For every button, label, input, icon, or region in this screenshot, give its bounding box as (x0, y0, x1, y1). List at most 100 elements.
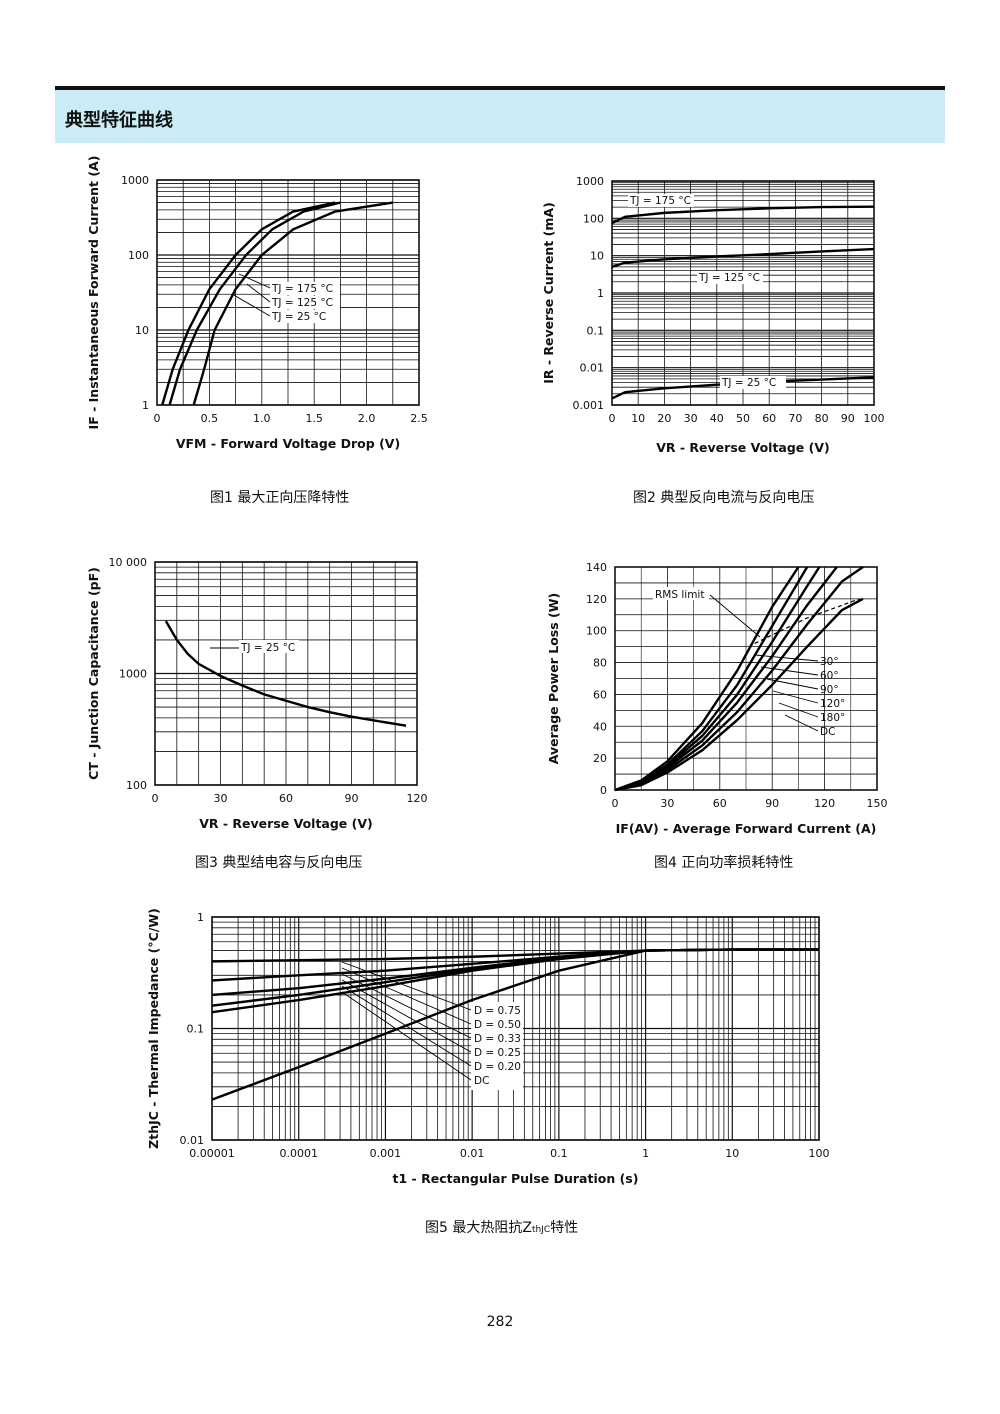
header-rule (55, 86, 945, 90)
fig3-annotation: TJ = 25 °C (240, 642, 295, 654)
fig2-xtick-label: 100 (864, 412, 885, 425)
fig3-y-axis-label: CT - Junction Capacitance (pF) (86, 567, 101, 780)
fig4-annotation: 120° (820, 698, 845, 710)
fig2-xtick-label: 90 (841, 412, 855, 425)
fig2-annotation-bg (720, 376, 786, 389)
fig2-xtick-label: 40 (710, 412, 724, 425)
fig2-ytick-label: 1000 (576, 175, 604, 188)
fig2-y-axis-label: IR - Reverse Current (mA) (541, 202, 556, 384)
fig5-caption: 图5 最大热阻抗ZthJC特性 (425, 1217, 578, 1237)
fig5-xtick-label: 10 (725, 1147, 739, 1160)
fig2-annotation: TJ = 175 °C (629, 195, 691, 207)
fig5-annotation: D = 0.50 (474, 1019, 521, 1031)
fig1-xtick-label: 2.0 (358, 412, 376, 425)
fig2-xtick-label: 10 (631, 412, 645, 425)
fig5-leader-line (341, 991, 472, 1081)
fig2-annotation-bg (628, 194, 694, 207)
fig4-ytick-label: 0 (600, 784, 607, 797)
fig5-xtick-label: 1 (642, 1147, 649, 1160)
fig1-annotation-bg (270, 282, 340, 295)
fig4-frame (614, 566, 878, 791)
fig1-annotation: TJ = 175 °C (271, 283, 333, 295)
fig1-annotation: TJ = 25 °C (271, 311, 326, 323)
fig4-annotation: 90° (820, 684, 839, 696)
fig5-y-axis-label: ZthJC - Thermal Impedance (°C/W) (146, 908, 161, 1149)
fig1-annotation: TJ = 125 °C (271, 297, 333, 309)
fig4-leader-line (784, 714, 819, 732)
fig1-ytick-label: 1 (142, 399, 149, 412)
fig4-annotation: DC (820, 726, 835, 738)
fig5-annotation: D = 0.75 (474, 1005, 521, 1017)
fig1-series-line (192, 201, 393, 406)
fig4-leader-line (709, 594, 761, 638)
fig3-frame (154, 561, 418, 786)
fig5-annotation: D = 0.33 (474, 1033, 521, 1045)
fig1-leader-line (238, 273, 271, 289)
fig1-annotation-bg (270, 296, 340, 309)
fig3-ytick-label: 10 000 (109, 556, 148, 569)
fig1-xtick-label: 2.5 (410, 412, 428, 425)
fig4-ytick-label: 100 (586, 625, 607, 638)
fig1-leader-line (231, 293, 271, 317)
fig4-leader-line (772, 690, 819, 704)
fig5-caption-text: 图5 最大热阻抗Z (425, 1220, 532, 1236)
fig5-leader-line (341, 961, 472, 1011)
fig2-xtick-label: 30 (684, 412, 698, 425)
fig2-frame (611, 180, 875, 406)
fig1-xtick-label: 0 (154, 412, 161, 425)
fig4-xtick-label: 90 (765, 797, 779, 810)
fig4-xtick-label: 30 (660, 797, 674, 810)
fig3-xtick-label: 90 (345, 792, 359, 805)
fig5-x-axis-label: t1 - Rectangular Pulse Duration (s) (393, 1171, 639, 1186)
fig1-ytick-label: 100 (128, 249, 149, 262)
fig3-ytick-label: 100 (126, 779, 147, 792)
fig1-caption: 图1 最大正向压降特性 (210, 490, 350, 506)
fig2-ytick-label: 0.01 (580, 362, 605, 375)
fig1-series-line (168, 201, 341, 406)
fig4-ytick-label: 120 (586, 593, 607, 606)
fig5-xtick-label: 100 (809, 1147, 830, 1160)
fig4-annotation: RMS limit (655, 589, 704, 601)
fig3-ytick-label: 1000 (119, 668, 147, 681)
fig4-annotation: 30° (820, 656, 839, 668)
fig3-chart: 0 30 60 90 120 100 1000 10 000 VR - Reverse Volt… (80, 550, 450, 844)
fig5-xtick-label: 0.1 (550, 1147, 568, 1160)
fig2-ytick-label: 1 (597, 287, 604, 300)
fig3-xtick-label: 30 (214, 792, 228, 805)
fig5-frame (211, 916, 820, 1141)
fig2-xtick-label: 50 (736, 412, 750, 425)
fig1-series-line (161, 201, 336, 406)
fig2-annotation: TJ = 25 °C (721, 377, 776, 389)
fig4-series-line (614, 597, 864, 792)
fig2-xtick-label: 70 (788, 412, 802, 425)
fig4-xtick-label: 60 (713, 797, 727, 810)
fig2-xtick-label: 0 (609, 412, 616, 425)
fig4-ytick-label: 140 (586, 561, 607, 574)
fig2-ytick-label: 10 (590, 250, 604, 263)
fig5-xtick-label: 0.00001 (189, 1147, 235, 1160)
fig3-x-axis-label: VR - Reverse Voltage (V) (199, 816, 373, 831)
fig2-series-line (611, 205, 875, 225)
fig4-series-line (614, 566, 800, 792)
fig5-caption-sub: thJC (531, 1225, 551, 1235)
fig4-caption: 图4 正向功率损耗特性 (654, 855, 794, 871)
fig4-leader-line (760, 666, 819, 676)
fig5-caption-tail: 特性 (550, 1220, 579, 1236)
fig5-annotation: D = 0.25 (474, 1047, 521, 1059)
fig4-xtick-label: 120 (814, 797, 835, 810)
fig1-ytick-label: 10 (135, 324, 149, 337)
fig5-chart: 0.00001 0.0001 0.001 0.01 0.1 1 10 100 0.01 0.1 1 t… (140, 905, 840, 1199)
fig5-annotation-bg (471, 1002, 523, 1090)
fig4-ytick-label: 60 (593, 688, 607, 701)
fig2-series-line (611, 247, 875, 269)
fig2-chart: 0 10 20 30 40 50 60 70 80 90 100 0.001 0.01 0.1 1 10 100… (535, 170, 905, 469)
fig5-annotation: DC (474, 1075, 489, 1087)
fig1-xtick-label: 1.0 (253, 412, 270, 425)
fig1-annotation-bg (270, 310, 340, 323)
fig3-xtick-label: 60 (279, 792, 293, 805)
fig1-ytick-label: 1000 (121, 174, 149, 187)
page-number: 282 (486, 1314, 514, 1330)
fig2-xtick-label: 20 (657, 412, 671, 425)
fig1-leader-line (246, 283, 271, 303)
fig2-ytick-label: 0.001 (573, 399, 605, 412)
